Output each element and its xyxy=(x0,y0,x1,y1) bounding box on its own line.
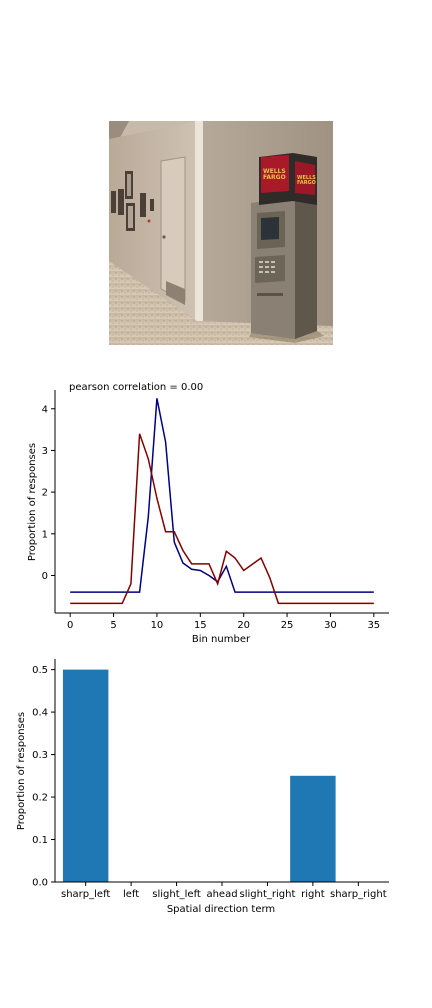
line-chart-x-tick-label: 30 xyxy=(324,620,337,631)
bar-chart: sharp_left left slight_left ahead slight_rig… xyxy=(16,659,389,915)
line-chart-x-tick-label: 20 xyxy=(237,620,250,631)
bar-chart-x-tick-label: right xyxy=(301,889,325,900)
line-chart-series-2 xyxy=(70,433,374,605)
line-chart-y-tick-label: 0 xyxy=(42,571,48,582)
atm-sign-left-text: WELLS FARGO xyxy=(263,168,288,181)
bar-chart-ylabel: Proportion of responses xyxy=(16,712,27,830)
line-chart-series-1 xyxy=(70,398,374,593)
line-chart-x-tick-label: 25 xyxy=(281,620,294,631)
scene-photo: WELLS FARGO WELLS FARGO xyxy=(109,121,333,345)
bar-chart-x-tick-label: sharp_left xyxy=(61,889,110,900)
bar-chart-y-tick-label: 0.0 xyxy=(32,878,48,889)
line-chart-y-tick-label: 2 xyxy=(42,488,48,499)
bar-chart-y-tick-label: 0.3 xyxy=(32,750,48,761)
bar-sharp_left xyxy=(62,669,109,882)
line-chart-y-tick-label: 4 xyxy=(42,404,48,415)
bar-chart-x-tick-label: sharp_right xyxy=(330,889,387,900)
line-chart-y-tick-label: 3 xyxy=(42,446,48,457)
bar-chart-x-tick-label: ahead xyxy=(206,889,237,900)
line-chart-x-tick-label: 5 xyxy=(110,620,116,631)
atm-sign-left xyxy=(261,155,289,193)
atm-sign-right-text: WELLS FARGO xyxy=(297,175,318,186)
bar-chart-y-tick-label: 0.4 xyxy=(32,708,48,719)
line-chart-y-tick-label: 1 xyxy=(42,529,48,540)
bar-chart-y-tick-label: 0.2 xyxy=(32,793,48,804)
bar-right xyxy=(290,775,336,882)
bar-chart-x-tick-label: slight_right xyxy=(240,889,296,900)
bar-chart-y-tick-label: 0.1 xyxy=(32,835,48,846)
atm-sign-right xyxy=(295,161,315,195)
line-chart-x-tick-label: 15 xyxy=(194,620,207,631)
line-chart: pearson correlation = 0.00 0 5 10 15 20 25 30 3… xyxy=(27,382,389,645)
line-chart-title: pearson correlation = 0.00 xyxy=(69,382,203,393)
bar-chart-y-tick-label: 0.5 xyxy=(32,665,48,676)
line-chart-x-tick-label: 0 xyxy=(67,620,73,631)
line-chart-ylabel: Proportion of responses xyxy=(27,443,38,561)
bar-chart-x-tick-label: left xyxy=(123,889,139,900)
bar-chart-xlabel: Spatial direction term xyxy=(167,904,275,915)
line-chart-x-tick-label: 35 xyxy=(367,620,380,631)
line-chart-x-tick-label: 10 xyxy=(151,620,164,631)
bar-chart-x-tick-label: slight_left xyxy=(152,889,201,900)
line-chart-xlabel: Bin number xyxy=(192,634,251,645)
